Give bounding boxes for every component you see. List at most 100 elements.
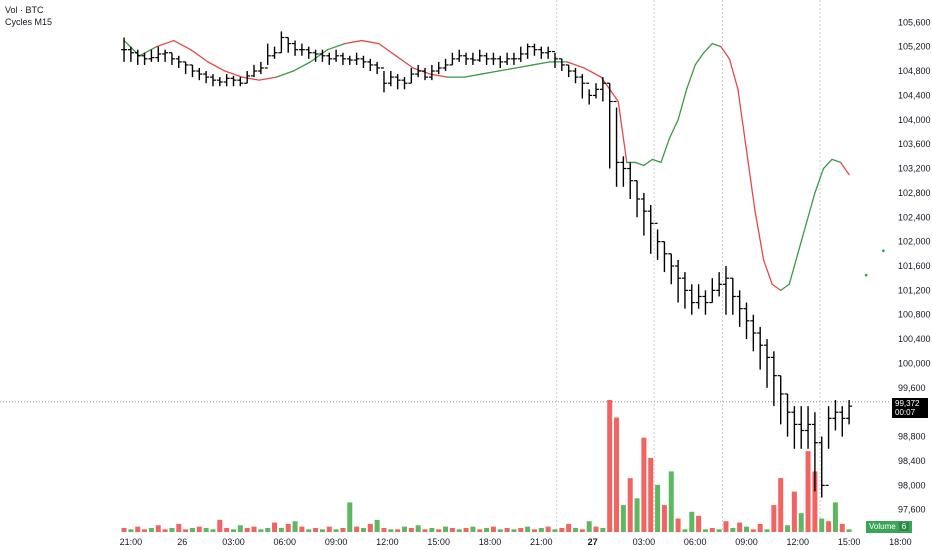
cycle-segment — [771, 283, 782, 292]
volume-bar — [415, 525, 421, 532]
cycle-segment — [583, 67, 602, 78]
y-tick-label: 105,200 — [898, 42, 931, 52]
y-tick-label: 105,600 — [898, 17, 931, 27]
y-tick-label: 104,800 — [898, 66, 931, 76]
volume-bar — [477, 529, 483, 532]
x-tick-label: 15:00 — [427, 537, 450, 547]
cycle-segment — [412, 67, 431, 75]
volume-bar — [121, 527, 127, 532]
volume-bar — [750, 529, 756, 532]
cycle-segment — [634, 161, 645, 167]
y-tick-label: 101,200 — [898, 285, 931, 295]
volume-bar — [436, 529, 442, 532]
volume-bar — [531, 529, 537, 532]
volume-bar — [162, 529, 168, 532]
volume-bar — [128, 529, 134, 532]
volume-bar — [463, 527, 469, 532]
cycle-segment — [361, 39, 380, 45]
volume-bar — [552, 529, 558, 532]
cycle-segment — [275, 70, 295, 78]
volume-bar — [525, 526, 531, 532]
cycle-segment — [839, 161, 850, 176]
x-tick-label: 15:00 — [838, 537, 861, 547]
cycle-segment — [429, 73, 448, 78]
volume-bar — [586, 521, 592, 532]
y-tick-label: 102,800 — [898, 188, 931, 198]
chart-legend: Vol · BTC Cycles M15 — [5, 4, 52, 28]
cycle-segment — [814, 167, 825, 194]
cycle-segment — [172, 39, 192, 51]
volume-bar — [203, 527, 209, 532]
projection-dot — [881, 249, 885, 253]
volume-bar — [668, 471, 674, 532]
volume-bar — [716, 529, 722, 532]
cycle-segment — [660, 137, 671, 164]
volume-bar — [771, 505, 777, 532]
volume-bar — [237, 525, 243, 532]
volume-bar — [292, 521, 298, 532]
volume-bar — [620, 505, 626, 532]
volume-bar — [730, 527, 736, 532]
ohlc-bars — [121, 31, 853, 498]
cycle-segment — [292, 61, 312, 72]
volume-bar — [169, 527, 175, 532]
y-tick-label: 102,000 — [898, 237, 931, 247]
volume-bar — [367, 523, 373, 532]
volume-bar — [299, 526, 305, 532]
x-axis[interactable]: 21:00 26 03:00 06:00 09:00 12:00 15:00 18:00 21:… — [120, 537, 932, 547]
x-tick-label: 06:00 — [684, 537, 707, 547]
volume-bar — [846, 529, 852, 532]
cycle-segment — [155, 39, 175, 48]
volume-badge[interactable]: Volume 6 — [866, 521, 913, 533]
volume-bar — [545, 526, 551, 532]
current-price-badge: 99,372 00:07 — [892, 398, 928, 418]
volume-bar — [490, 526, 496, 532]
volume-bar — [395, 529, 401, 532]
volume-bar — [196, 526, 202, 532]
volume-bar — [319, 529, 325, 532]
y-tick-label: 97,600 — [898, 505, 926, 515]
projection-dot — [864, 273, 868, 277]
volume-bar — [641, 437, 647, 532]
volume-bar — [449, 527, 455, 532]
y-axis[interactable]: 105,600 105,200 104,800 104,400 104,000 103,6… — [898, 17, 931, 514]
cycle-segment — [609, 88, 619, 103]
volume-bar — [538, 527, 544, 532]
volume-bar — [231, 529, 236, 532]
volume-bar — [443, 526, 449, 532]
volume-bar — [709, 527, 715, 532]
volume-bar — [285, 523, 291, 532]
cycle-segment — [532, 61, 551, 66]
volume-bar — [189, 527, 195, 532]
volume-bar — [682, 529, 688, 532]
y-tick-label: 99,600 — [898, 383, 926, 393]
cycle-segment — [677, 88, 688, 121]
volume-bar — [484, 527, 490, 532]
volume-label: Volume — [869, 522, 896, 531]
cycle-segment — [138, 46, 158, 57]
cycle-segment — [762, 259, 773, 285]
cycle-segment — [395, 55, 414, 69]
volume-bar — [812, 471, 818, 532]
cycle-line — [123, 39, 850, 292]
volume-bar — [183, 529, 189, 532]
volume-bar — [675, 518, 681, 532]
cycle-segment — [797, 222, 807, 255]
y-tick-label: 104,000 — [898, 115, 931, 125]
volume-bar — [607, 400, 613, 532]
volume-bar — [429, 527, 435, 532]
volume-bar — [559, 527, 565, 532]
cycle-segment — [728, 58, 739, 90]
cycle-segment — [515, 64, 534, 69]
cycle-segment — [207, 61, 226, 72]
volume-bar — [757, 523, 763, 532]
volume-bar — [648, 457, 654, 532]
y-tick-label: 104,400 — [898, 90, 931, 100]
volume-bar — [360, 527, 366, 532]
cycle-segment — [643, 158, 654, 167]
y-tick-label: 103,600 — [898, 139, 931, 149]
x-tick-label: 12:00 — [787, 537, 810, 547]
cycle-segment — [668, 119, 679, 139]
cycle-segment — [241, 76, 260, 81]
